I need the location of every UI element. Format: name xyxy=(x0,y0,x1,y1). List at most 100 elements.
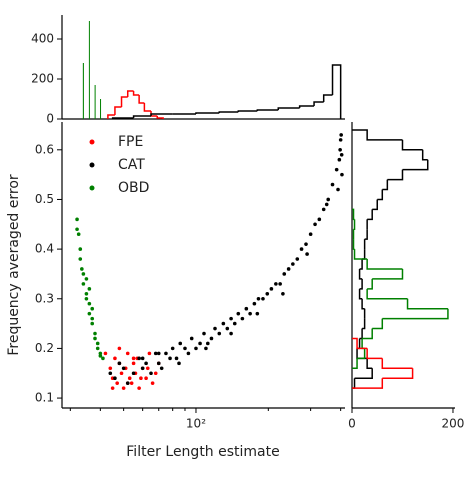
histogram-step xyxy=(313,101,324,106)
scatter-point xyxy=(236,311,241,316)
histogram-step xyxy=(143,103,152,112)
histogram-step xyxy=(372,268,404,280)
y-axis-label: Frequency averaged error xyxy=(6,174,22,356)
scatter-point xyxy=(108,371,113,376)
scatter-point xyxy=(189,336,194,341)
scatter-point xyxy=(153,351,158,356)
histogram-step xyxy=(362,328,373,340)
histogram-step xyxy=(421,149,428,161)
histogram-step xyxy=(353,249,368,260)
scatter-point xyxy=(229,316,233,321)
scatter-point xyxy=(304,242,308,246)
scatter-point xyxy=(156,361,161,366)
histogram-step xyxy=(381,358,413,370)
scatter-point xyxy=(75,227,79,232)
scatter-point xyxy=(313,222,317,227)
scatter-point xyxy=(113,356,117,361)
scatter-point xyxy=(90,306,95,311)
histogram-step xyxy=(406,298,448,310)
scatter-point xyxy=(204,346,208,351)
histogram-step xyxy=(366,259,403,270)
histogram-step xyxy=(218,111,239,113)
scatter-point xyxy=(170,346,175,351)
histogram-step xyxy=(237,110,258,112)
histogram-step xyxy=(366,288,408,300)
scatter-point xyxy=(81,282,86,286)
scatter-point xyxy=(336,187,340,192)
scatter-point xyxy=(139,376,143,381)
scatter-point xyxy=(108,366,113,371)
legend-text: CAT xyxy=(118,157,145,173)
histogram-step xyxy=(358,268,363,280)
scatter-point xyxy=(117,361,122,366)
scatter-point xyxy=(286,267,291,271)
histogram-step xyxy=(362,318,366,330)
scatter-point xyxy=(217,331,222,336)
scatter-point xyxy=(95,341,100,346)
scatter-point xyxy=(338,138,343,142)
scatter-point xyxy=(198,341,202,346)
scatter-point xyxy=(255,311,260,316)
scatter-point xyxy=(256,296,261,301)
histogram-step xyxy=(156,116,164,119)
scatter-point xyxy=(278,282,282,286)
scatter-point xyxy=(137,356,141,361)
scatter-point xyxy=(174,356,179,361)
scatter-point xyxy=(252,301,257,306)
histogram-step xyxy=(352,337,368,350)
scatter-point xyxy=(81,272,86,276)
scatter-point xyxy=(225,326,230,331)
histogram-step xyxy=(366,358,373,370)
scatter-point xyxy=(113,376,117,381)
scatter-point xyxy=(339,133,343,137)
scatter-point xyxy=(87,311,92,316)
histogram-step xyxy=(402,159,429,171)
scatter-point xyxy=(145,366,150,371)
histogram-step xyxy=(359,328,363,340)
scatter-point xyxy=(340,172,344,177)
histogram-step xyxy=(111,117,134,119)
scatter-point xyxy=(110,386,115,390)
scatter-point xyxy=(305,252,309,256)
scatter-point xyxy=(338,148,342,152)
scatter-point xyxy=(202,331,206,336)
histogram-step xyxy=(352,358,358,370)
scatter-point xyxy=(261,296,265,301)
legend-marker xyxy=(89,162,95,168)
scatter-point xyxy=(80,267,84,271)
scatter-point xyxy=(76,232,81,237)
scatter-point xyxy=(248,311,252,316)
scatter-point xyxy=(326,197,331,202)
scatter-point xyxy=(137,386,141,390)
scatter-point xyxy=(229,331,233,336)
histogram-step xyxy=(353,219,356,230)
y-tick-label: 0.5 xyxy=(35,192,54,206)
x-tick-label: 200 xyxy=(442,417,465,431)
histogram-step xyxy=(361,298,365,310)
scatter-point xyxy=(125,381,130,385)
histogram-bar xyxy=(88,21,90,119)
scatter-point xyxy=(90,321,95,326)
histogram-step xyxy=(298,105,315,108)
histogram-step xyxy=(382,368,414,379)
scatter-point xyxy=(84,296,89,301)
scatter-point xyxy=(177,361,181,366)
scatter-point xyxy=(186,351,191,356)
histogram-step xyxy=(256,109,279,111)
histogram-step xyxy=(372,318,384,330)
scatter-point xyxy=(291,262,295,266)
scatter-point xyxy=(194,346,198,351)
scatter-point xyxy=(244,306,249,311)
histogram-step xyxy=(120,96,128,107)
histogram-step xyxy=(372,199,378,211)
scatter-point xyxy=(144,376,148,381)
scatter-point xyxy=(129,381,134,385)
y-tick-label: 0 xyxy=(46,112,54,126)
histogram-step xyxy=(356,348,368,360)
histogram-step xyxy=(132,91,140,96)
histogram-step xyxy=(138,95,145,104)
legend-marker xyxy=(89,185,95,191)
scatter-point xyxy=(156,351,161,356)
legend-text: OBD xyxy=(118,180,149,196)
